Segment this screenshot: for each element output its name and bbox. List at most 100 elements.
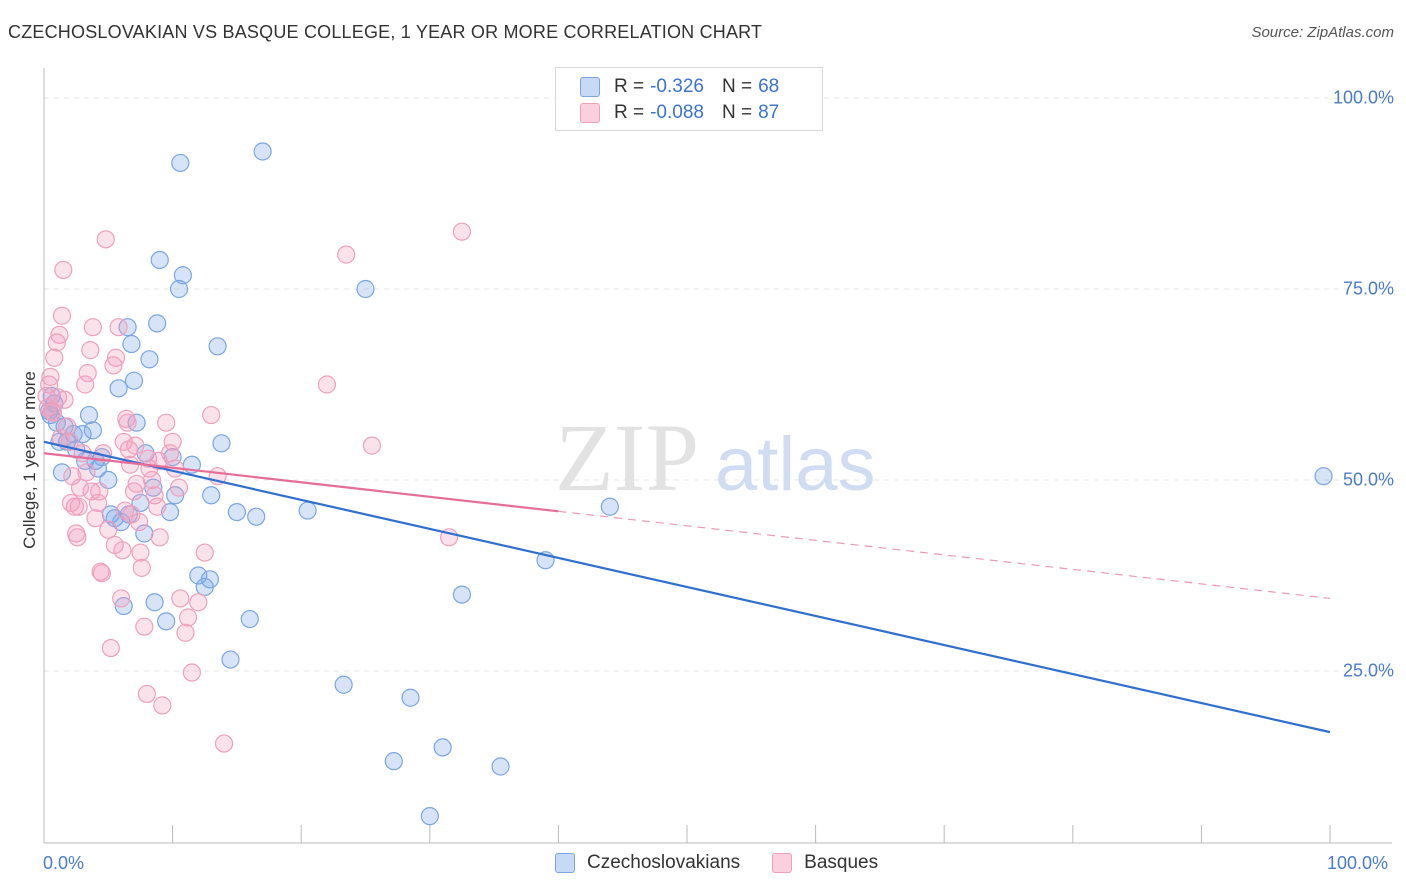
basque-point [148, 497, 167, 516]
basque-point [362, 436, 382, 455]
czechoslovakian-point [157, 612, 176, 631]
basque-point [90, 482, 109, 501]
basque-point [54, 260, 73, 279]
czechoslovakian-point [148, 314, 167, 333]
y-tick-label: 75.0% [1342, 278, 1394, 299]
czechoslovakian-point [202, 486, 221, 505]
series-legend: Czechoslovakians Basques [555, 852, 910, 874]
watermark-zip: ZIP [555, 404, 699, 511]
y-tick-label: 25.0% [1342, 660, 1394, 681]
czechoslovakian-point [1314, 467, 1333, 486]
czechoslovakian-point [140, 350, 159, 369]
czechoslovakian-point [433, 738, 452, 757]
legend-row-czechoslovakians: R = -0.326 N = 68 [580, 75, 797, 99]
gridlines [44, 97, 1392, 672]
czechoslovakian-point [145, 593, 164, 612]
legend-item-basques[interactable]: Basques [772, 852, 878, 874]
basque-point [109, 318, 128, 337]
basque-point [153, 696, 172, 715]
x-tick-label-max: 100.0% [1327, 853, 1389, 873]
basque-point [189, 593, 208, 612]
basque-point [45, 348, 64, 367]
czechoslovakian-point [253, 142, 272, 161]
basque-point [106, 348, 126, 367]
czechoslovakian-point [122, 334, 141, 354]
source-label: Source: ZipAtlas.com [1251, 24, 1394, 41]
czechoslovakian-point [401, 688, 420, 707]
basque-point [40, 375, 59, 394]
legend-r-label: R = [614, 76, 645, 97]
legend-n-value: 87 [758, 102, 780, 123]
legend-r-label: R = [614, 102, 645, 123]
basque-point [113, 541, 132, 560]
basque-point [214, 734, 234, 753]
basque-point [70, 478, 90, 497]
czechoslovakian-point [189, 566, 208, 585]
basque-point [182, 663, 201, 682]
basque-point [145, 486, 164, 505]
czechoslovakian-point [79, 405, 99, 425]
czechoslovakian-point [334, 675, 353, 694]
basque-point [78, 363, 97, 383]
legend-r-value: -0.088 [650, 102, 704, 123]
czechoslovakian-point [135, 524, 154, 543]
basque-point [69, 497, 88, 516]
basque-point [83, 318, 102, 337]
legend-swatch-pink [580, 103, 600, 123]
basque-point [81, 341, 100, 360]
basque-point [131, 543, 150, 562]
basque-point [163, 432, 182, 451]
basque-points [37, 222, 472, 753]
czechoslovakian-point [169, 279, 189, 299]
x-tick-label-min: 0.0% [43, 853, 85, 873]
basque-point [92, 564, 111, 583]
trend-lines [43, 440, 1331, 734]
czechoslovakian-point [247, 507, 266, 526]
czechoslovakian-point [52, 463, 72, 482]
basque-point [452, 222, 472, 241]
czechoslovakian-point [83, 421, 102, 440]
czechoslovakian-point [221, 650, 240, 669]
axes [43, 68, 1392, 844]
basque-point [130, 512, 149, 532]
basque-point [96, 230, 115, 249]
basque-trend-line-extension [558, 510, 1331, 600]
czechoslovakian-point [227, 502, 246, 522]
czechoslovakian-point [452, 585, 472, 604]
basque-point [337, 245, 356, 264]
czechoslovakian-point [173, 266, 192, 285]
basque-point [160, 444, 180, 463]
y-tick-label: 50.0% [1342, 469, 1394, 490]
basque-point [127, 474, 146, 493]
basque-point [171, 589, 190, 608]
basque-point [150, 528, 169, 547]
czechoslovakian-point [298, 501, 317, 520]
basque-point [99, 520, 118, 539]
basque-point [76, 375, 95, 394]
czechoslovakian-point [384, 752, 403, 771]
czechoslovakian-point [200, 570, 219, 589]
basque-point [178, 608, 198, 627]
basque-point [132, 558, 151, 577]
legend-item-czechoslovakians[interactable]: Czechoslovakians [555, 852, 740, 874]
basque-point [101, 638, 120, 658]
basque-point [126, 436, 145, 455]
y-tick-label: 100.0% [1332, 87, 1394, 108]
czechoslovakian-point [150, 250, 169, 270]
czechoslovakian-point [491, 757, 510, 776]
legend-n-label: N = [721, 76, 753, 97]
legend-label: Basques [804, 852, 879, 873]
basque-point [52, 306, 72, 325]
watermark-atlas: atlas [715, 422, 876, 507]
basque-point [142, 470, 162, 490]
legend-swatch-blue [580, 77, 600, 97]
basque-point [157, 413, 176, 432]
chart-title: CZECHOSLOVAKIAN VS BASQUE COLLEGE, 1 YEA… [8, 22, 763, 42]
basque-point [176, 623, 195, 642]
czechoslovakian-point [109, 379, 128, 398]
basque-point [68, 528, 87, 547]
basque-point [317, 375, 337, 394]
correlation-legend: R = -0.326 N = 68 R = -0.088 N = 87 [555, 67, 823, 131]
czechoslovakian-point [124, 371, 144, 390]
